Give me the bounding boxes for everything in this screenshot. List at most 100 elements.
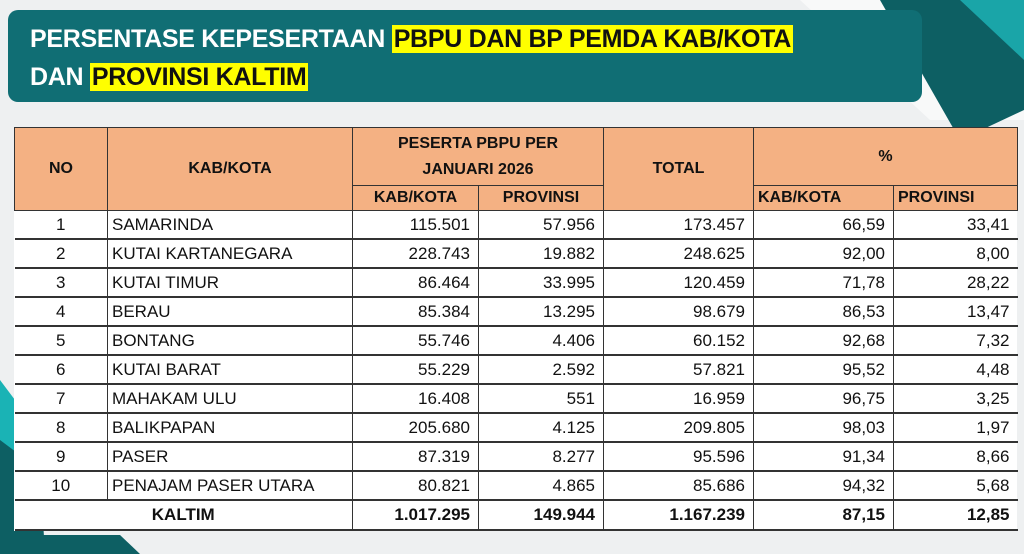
row-pct-provinsi: 8,66 — [892, 442, 1018, 472]
row-pct-provinsi: 1,97 — [892, 413, 1018, 443]
row-pct-kab-kota: 71,78 — [753, 268, 894, 298]
total-total: 1.167.239 — [603, 500, 754, 531]
row-no: 6 — [14, 355, 108, 385]
table-row: 9 PASER 87.319 8.277 95.596 91,34 8,66 — [14, 442, 1018, 472]
row-total: 248.625 — [603, 239, 754, 269]
row-name: KUTAI TIMUR — [107, 268, 353, 298]
row-pct-provinsi: 33,41 — [892, 210, 1018, 240]
row-name: PENAJAM PASER UTARA — [107, 471, 353, 501]
row-pct-provinsi: 5,68 — [892, 471, 1018, 501]
row-total: 57.821 — [603, 355, 754, 385]
total-kab: 1.017.295 — [352, 500, 479, 531]
table-row: 5 BONTANG 55.746 4.406 60.152 92,68 7,32 — [14, 326, 1018, 356]
header-total: TOTAL — [603, 127, 754, 211]
table-row: 2 KUTAI KARTANEGARA 228.743 19.882 248.625 92… — [14, 239, 1018, 269]
row-pct-provinsi: 28,22 — [892, 268, 1018, 298]
row-no: 10 — [14, 471, 108, 501]
total-pct-kab: 87,15 — [753, 500, 894, 531]
header-sub-provinsi: PROVINSI — [478, 185, 604, 211]
total-row: KALTIM 1.017.295 149.944 1.167.239 87,15 12,8… — [14, 500, 1018, 531]
row-pct-kab-kota: 91,34 — [753, 442, 894, 472]
header-percent: % — [752, 127, 1019, 186]
row-kab-kota: 205.680 — [352, 413, 479, 443]
title-banner: PERSENTASE KEPESERTAAN PBPU DAN BP PEMDA… — [8, 10, 922, 102]
header-pct-provinsi: PROVINSI — [892, 185, 1019, 211]
row-provinsi: 19.882 — [478, 239, 604, 269]
row-pct-kab-kota: 95,52 — [753, 355, 894, 385]
title-highlight: PROVINSI KALTIM — [89, 63, 309, 91]
table-row: 8 BALIKPAPAN 205.680 4.125 209.805 98,03 1,97 — [14, 413, 1018, 443]
row-kab-kota: 80.821 — [352, 471, 479, 501]
row-no: 9 — [14, 442, 108, 472]
row-name: KUTAI BARAT — [107, 355, 353, 385]
row-name: SAMARINDA — [107, 210, 353, 240]
row-pct-kab-kota: 96,75 — [753, 384, 894, 414]
table-row: 6 KUTAI BARAT 55.229 2.592 57.821 95,52 4,48 — [14, 355, 1018, 385]
row-provinsi: 13.295 — [478, 297, 604, 327]
row-provinsi: 2.592 — [478, 355, 604, 385]
row-pct-provinsi: 8,00 — [892, 239, 1018, 269]
row-provinsi: 4.865 — [478, 471, 604, 501]
row-pct-kab-kota: 92,00 — [753, 239, 894, 269]
table-row: 7 MAHAKAM ULU 16.408 551 16.959 96,75 3,25 — [14, 384, 1018, 414]
row-no: 3 — [14, 268, 108, 298]
row-kab-kota: 16.408 — [352, 384, 479, 414]
total-label: KALTIM — [14, 500, 353, 531]
row-name: BONTANG — [107, 326, 353, 356]
participation-table: NO KAB/KOTA PESERTA PBPU PER JANUARI 202… — [14, 127, 1019, 531]
row-name: MAHAKAM ULU — [107, 384, 353, 414]
header-pct-kab-kota: KAB/KOTA — [753, 185, 894, 211]
title-text: DAN — [30, 63, 90, 91]
row-kab-kota: 55.229 — [352, 355, 479, 385]
row-total: 95.596 — [603, 442, 754, 472]
row-pct-kab-kota: 86,53 — [753, 297, 894, 327]
table-row: 3 KUTAI TIMUR 86.464 33.995 120.459 71,78 28,2… — [14, 268, 1018, 298]
header-kab-kota: KAB/KOTA — [107, 127, 353, 211]
title-line-2: DAN PROVINSI KALTIM — [30, 58, 922, 96]
row-no: 2 — [14, 239, 108, 269]
table-row: 4 BERAU 85.384 13.295 98.679 86,53 13,47 — [14, 297, 1018, 327]
row-no: 5 — [14, 326, 108, 356]
row-name: PASER — [107, 442, 353, 472]
row-pct-provinsi: 3,25 — [892, 384, 1018, 414]
row-name: BALIKPAPAN — [107, 413, 353, 443]
row-provinsi: 4.125 — [478, 413, 604, 443]
title-highlight: PBPU DAN BP PEMDA KAB/KOTA — [391, 25, 794, 53]
row-kab-kota: 87.319 — [352, 442, 479, 472]
row-no: 4 — [14, 297, 108, 327]
row-kab-kota: 86.464 — [352, 268, 479, 298]
header-sub-kab-kota: KAB/KOTA — [352, 185, 479, 211]
total-prov: 149.944 — [478, 500, 604, 531]
row-no: 7 — [14, 384, 108, 414]
row-total: 209.805 — [603, 413, 754, 443]
row-pct-kab-kota: 92,68 — [753, 326, 894, 356]
row-kab-kota: 115.501 — [352, 210, 479, 240]
row-provinsi: 551 — [478, 384, 604, 414]
row-name: KUTAI KARTANEGARA — [107, 239, 353, 269]
row-kab-kota: 55.746 — [352, 326, 479, 356]
row-pct-kab-kota: 66,59 — [753, 210, 894, 240]
row-total: 16.959 — [603, 384, 754, 414]
row-total: 173.457 — [603, 210, 754, 240]
row-total: 120.459 — [603, 268, 754, 298]
header-peserta-text: PESERTA PBPU PER JANUARI 2026 — [397, 134, 559, 178]
row-total: 85.686 — [603, 471, 754, 501]
title-text: PERSENTASE KEPESERTAAN — [30, 25, 392, 53]
row-kab-kota: 228.743 — [352, 239, 479, 269]
row-provinsi: 57.956 — [478, 210, 604, 240]
row-pct-provinsi: 7,32 — [892, 326, 1018, 356]
row-pct-provinsi: 13,47 — [892, 297, 1018, 327]
row-total: 60.152 — [603, 326, 754, 356]
header-no: NO — [14, 127, 108, 211]
row-pct-kab-kota: 94,32 — [753, 471, 894, 501]
row-pct-kab-kota: 98,03 — [753, 413, 894, 443]
row-provinsi: 8.277 — [478, 442, 604, 472]
row-total: 98.679 — [603, 297, 754, 327]
table-row: 1 SAMARINDA 115.501 57.956 173.457 66,59 33,41 — [14, 210, 1018, 240]
total-pct-prov: 12,85 — [892, 500, 1018, 531]
header-peserta: PESERTA PBPU PER JANUARI 2026 — [352, 127, 604, 186]
row-no: 8 — [14, 413, 108, 443]
table-row: 10 PENAJAM PASER UTARA 80.821 4.865 85.686 94… — [14, 471, 1018, 501]
row-provinsi: 4.406 — [478, 326, 604, 356]
row-provinsi: 33.995 — [478, 268, 604, 298]
